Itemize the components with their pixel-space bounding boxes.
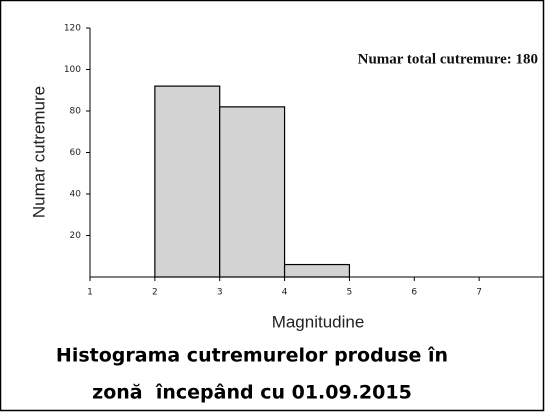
x-tick-label: 1 [87,288,93,298]
y-tick-label: 100 [64,65,81,75]
x-tick-label: 7 [476,288,482,298]
caption: zonă începând cu 01.09.2015 [92,382,412,404]
y-tick-label: 60 [70,148,82,158]
bar [154,85,221,278]
y-tick-label: 80 [70,107,82,117]
x-tick-label: 6 [411,288,417,298]
x-axis-label: Magnitudine [272,312,365,331]
bar [219,106,286,278]
y-axis-label: Numar cutremure [29,86,48,218]
annotation: Numar total cutremure: 180 [358,51,538,67]
bar [283,263,351,278]
caption: Histograma cutremurelor produse în [56,345,448,367]
y-tick-label: 20 [70,231,82,241]
x-tick-label: 5 [347,288,353,298]
x-tick-label: 3 [217,288,223,298]
x-tick-label: 2 [152,288,158,298]
x-tick-label: 4 [282,288,288,298]
y-tick-label: 40 [70,190,82,200]
y-tick-label: 120 [64,24,81,34]
